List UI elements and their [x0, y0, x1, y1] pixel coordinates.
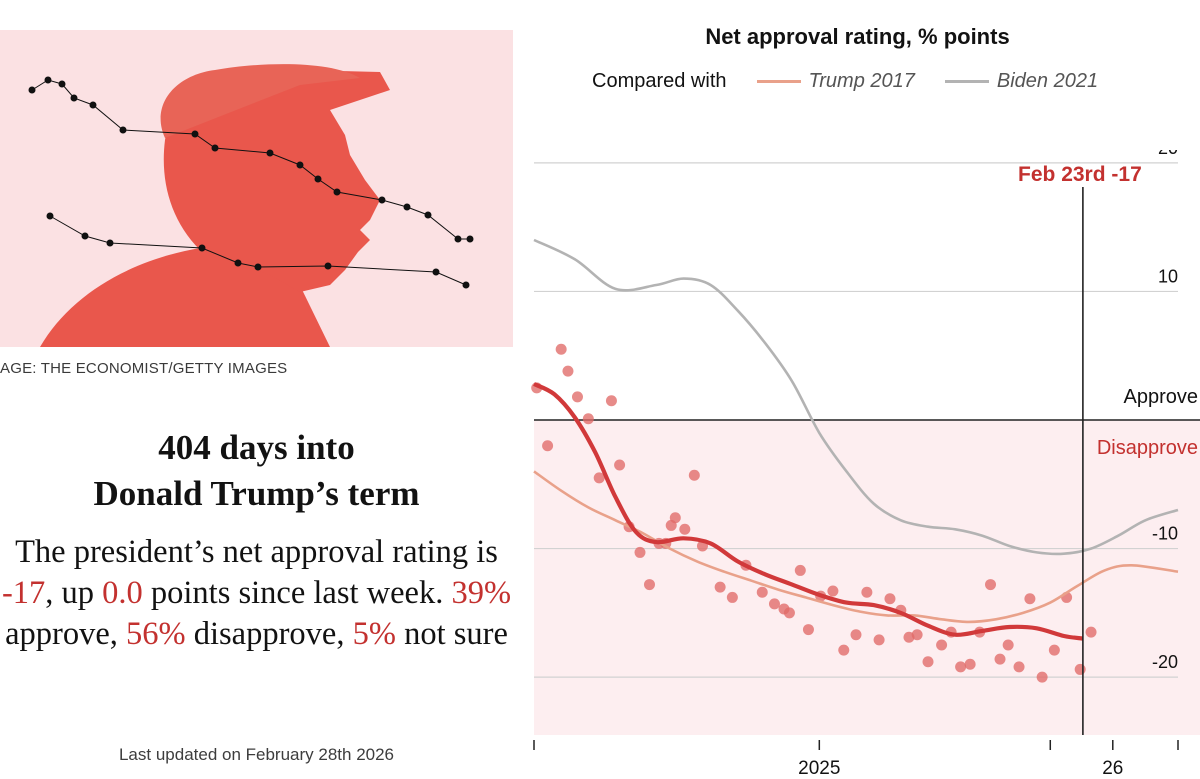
trump-silhouette: [40, 64, 390, 347]
poll-dot: [838, 644, 850, 656]
poll-dot: [827, 585, 839, 597]
headline-line-1: 404 days into: [158, 428, 355, 467]
poll-dot: [643, 579, 655, 591]
x-tick-label: 2025: [798, 758, 840, 779]
y-tick-label: -10: [1152, 524, 1178, 544]
y-tick-label: 10: [1158, 266, 1178, 286]
poll-dot: [714, 581, 726, 593]
chart-legend: Compared with Trump 2017 Biden 2021: [592, 70, 1098, 93]
poll-dot: [688, 469, 700, 481]
decorative-dot-lines-icon: [28, 76, 474, 289]
net-approval-chart: Feb 23rd -17 Approve Disapprove 20 10 -10 -…: [531, 150, 1200, 779]
poll-dot: [1013, 661, 1025, 673]
summary-part: points since last week.: [142, 575, 452, 611]
poll-dot: [794, 564, 806, 576]
headline: 404 days into Donald Trump’s term: [0, 425, 513, 517]
y-tick-label: 20: [1158, 150, 1178, 158]
poll-dot: [783, 607, 795, 619]
poll-dot: [582, 413, 594, 425]
poll-dot: [873, 634, 885, 646]
poll-dot: [1002, 639, 1014, 651]
legend-label-biden-2021: Biden 2021: [996, 70, 1099, 92]
series-line-biden-2021: [533, 238, 1179, 556]
poll-dot: [985, 579, 997, 591]
poll-dot: [562, 365, 574, 377]
x-axis: 2025 26: [533, 740, 1179, 779]
series-line-trump-2017: [533, 470, 1179, 624]
approve-value: 39%: [451, 575, 512, 611]
poll-dot: [1074, 663, 1086, 675]
poll-dot: [634, 546, 646, 558]
poll-dot: [571, 391, 583, 403]
poll-dot: [756, 586, 768, 598]
trump-photo: [0, 30, 513, 347]
poll-dot: [955, 661, 967, 673]
disapprove-value: 56%: [126, 616, 186, 652]
poll-dot: [884, 593, 896, 605]
y-tick-label: -20: [1152, 652, 1178, 672]
summary-part: not sure: [395, 616, 508, 652]
poll-dot: [994, 653, 1006, 665]
x-tick-label: 26: [1102, 758, 1123, 779]
summary-part: The president’s net approval rating is: [15, 534, 498, 570]
chart-title: Net approval rating, % points: [705, 24, 1010, 49]
poll-dot: [669, 512, 681, 524]
poll-dot: [614, 459, 626, 471]
poll-dot: [1085, 626, 1097, 638]
summary-text: The president’s net approval rating is -…: [0, 532, 513, 655]
legend-swatch-biden-2021: [944, 80, 989, 84]
net-approval-value: -17: [1, 575, 46, 611]
legend-prefix: Compared with: [592, 70, 727, 92]
legend-label-trump-2017: Trump 2017: [808, 70, 915, 92]
disapprove-zone-label: Disapprove: [1097, 437, 1198, 459]
poll-dot: [605, 395, 617, 407]
poll-dot: [593, 472, 605, 484]
headline-line-2: Donald Trump’s term: [93, 474, 420, 513]
series-line-trump-2025: [533, 382, 1084, 641]
date-marker-label: Feb 23rd -17: [1018, 163, 1142, 186]
not-sure-value: 5%: [352, 616, 396, 652]
poll-dot: [679, 523, 691, 535]
poll-dot: [936, 639, 948, 651]
summary-part: , up: [45, 575, 103, 611]
disapprove-zone-shading: [534, 420, 1200, 735]
y-axis-ticks: 20 10 -10 -20: [1152, 150, 1178, 672]
poll-dot: [542, 440, 554, 452]
poll-dot: [964, 658, 976, 670]
last-updated: Last updated on February 28th 2026: [118, 745, 395, 764]
poll-dot: [768, 598, 780, 610]
legend-swatch-trump-2017: [756, 80, 801, 84]
poll-dot: [911, 629, 923, 641]
poll-dot: [1024, 593, 1036, 605]
poll-dot: [850, 629, 862, 641]
poll-dot: [1036, 671, 1048, 683]
poll-dot: [1048, 644, 1060, 656]
poll-dot: [861, 586, 873, 598]
poll-dot: [726, 591, 738, 603]
summary-part: disapprove,: [185, 616, 353, 652]
approve-zone-label: Approve: [1124, 386, 1199, 408]
poll-dot: [802, 624, 814, 636]
weekly-change-value: 0.0: [102, 575, 143, 611]
image-credit: AGE: THE ECONOMIST/GETTY IMAGES: [0, 360, 288, 377]
poll-dot: [922, 656, 934, 668]
poll-dot: [555, 343, 567, 355]
summary-part: approve,: [5, 616, 127, 652]
